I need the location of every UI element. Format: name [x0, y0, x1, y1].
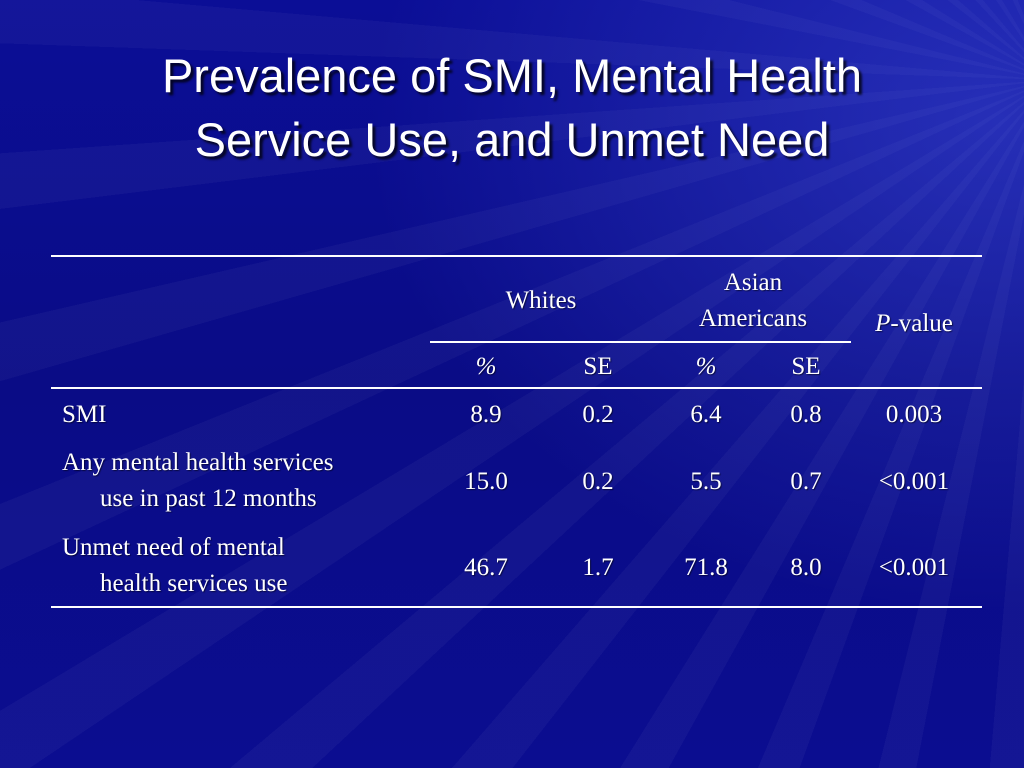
subheader-asian-se: SE	[791, 353, 821, 380]
subheader-whites-se: SE	[583, 353, 613, 380]
subheader-whites-percent: %	[475, 353, 497, 380]
row-label-unmet-need: Unmet need of mental health services use	[62, 534, 288, 597]
slide-title-line-1: Prevalence of SMI, Mental Health	[161, 49, 863, 102]
table-cell: 8.9	[470, 401, 502, 428]
table-cell: 1.7	[582, 554, 614, 581]
table-cell: 71.8	[684, 554, 728, 581]
table-cell: 0.003	[885, 401, 943, 428]
table-bottom-rule	[51, 606, 982, 608]
row-label-service-use: Any mental health services use in past 1…	[62, 449, 334, 512]
table-cell: 0.7	[790, 468, 822, 495]
table-cell: <0.001	[878, 554, 950, 581]
table-cell: 0.2	[582, 468, 614, 495]
table-top-rule	[51, 255, 982, 257]
header-bottom-rule	[51, 387, 982, 389]
subheader-asian-percent: %	[695, 353, 717, 380]
table-cell: 0.2	[582, 401, 614, 428]
slide-title: Prevalence of SMI, Mental Health Service…	[40, 44, 984, 172]
group-header-rule	[430, 341, 851, 343]
table-cell: 6.4	[690, 401, 722, 428]
table-cell: 5.5	[690, 468, 722, 495]
table-cell: 46.7	[464, 554, 508, 581]
header-p-value: P-value	[875, 310, 953, 337]
row-label-smi: SMI	[62, 401, 107, 428]
header-asian-americans: Asian Americans	[698, 269, 808, 332]
table-cell: 0.8	[790, 401, 822, 428]
table-cell: <0.001	[878, 468, 950, 495]
header-whites: Whites	[505, 287, 577, 314]
table-cell: 15.0	[464, 468, 508, 495]
slide-title-line-2: Service Use, and Unmet Need	[194, 113, 830, 166]
table-cell: 8.0	[790, 554, 822, 581]
